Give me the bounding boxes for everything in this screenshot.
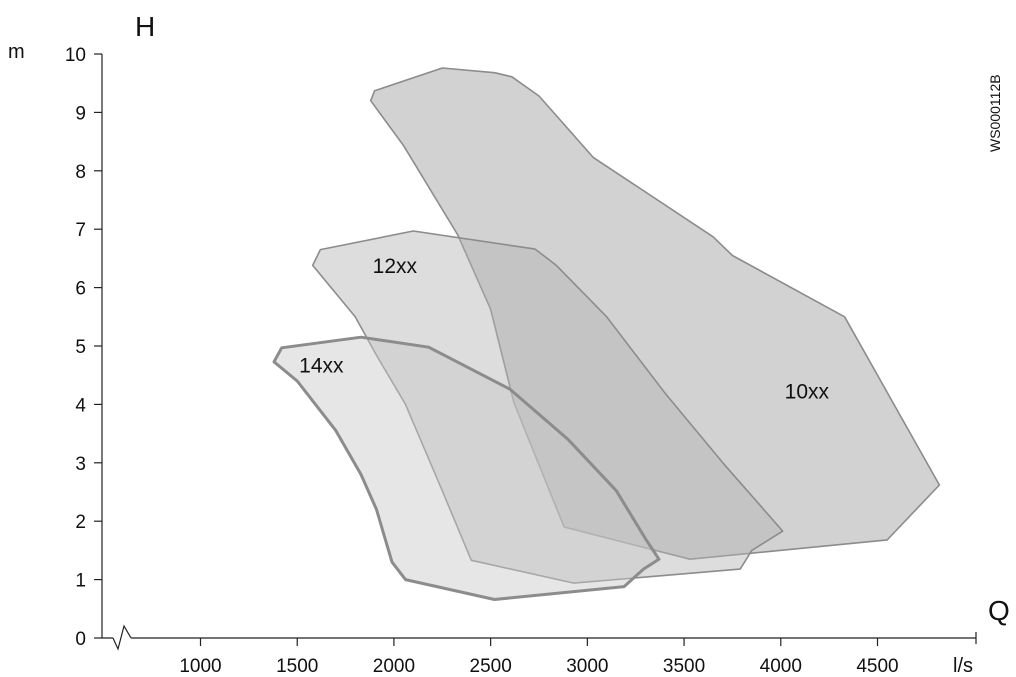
y-tick-label: 2 — [75, 512, 86, 533]
y-tick-label: 1 — [75, 571, 86, 592]
y-tick-label: 6 — [75, 279, 86, 300]
figure-code: WS000112B — [987, 74, 1003, 152]
x-tick-label: 3000 — [566, 656, 608, 677]
x-tick-label: 3500 — [663, 656, 705, 677]
y-tick-label: 3 — [75, 454, 86, 475]
y-axis-unit: m — [8, 41, 25, 63]
y-tick-label: 8 — [75, 162, 86, 183]
y-tick-label: 0 — [75, 629, 86, 650]
y-tick-label: 4 — [75, 395, 86, 416]
y-axis-title: H — [135, 11, 155, 42]
x-tick-label: 1000 — [179, 656, 221, 677]
region-label-10xx: 10xx — [785, 381, 830, 404]
y-tick-label: 5 — [75, 337, 86, 358]
y-tick-label: 7 — [75, 220, 86, 241]
region-label-14xx: 14xx — [299, 354, 344, 377]
y-tick-label: 10 — [65, 45, 86, 66]
x-tick-label: 1500 — [276, 656, 318, 677]
region-label-12xx: 12xx — [373, 255, 418, 278]
x-tick-label: 4500 — [856, 656, 898, 677]
x-tick-label: 4000 — [760, 656, 802, 677]
x-axis-unit: l/s — [953, 655, 973, 677]
x-axis-line — [102, 632, 976, 644]
y-tick-label: 9 — [75, 103, 86, 124]
x-axis-title: Q — [988, 595, 1010, 626]
x-tick-label: 2500 — [470, 656, 512, 677]
x-tick-label: 2000 — [373, 656, 415, 677]
axis-break-mark — [113, 626, 131, 649]
regions-group: 10xx 12xx 14xx — [274, 68, 939, 600]
